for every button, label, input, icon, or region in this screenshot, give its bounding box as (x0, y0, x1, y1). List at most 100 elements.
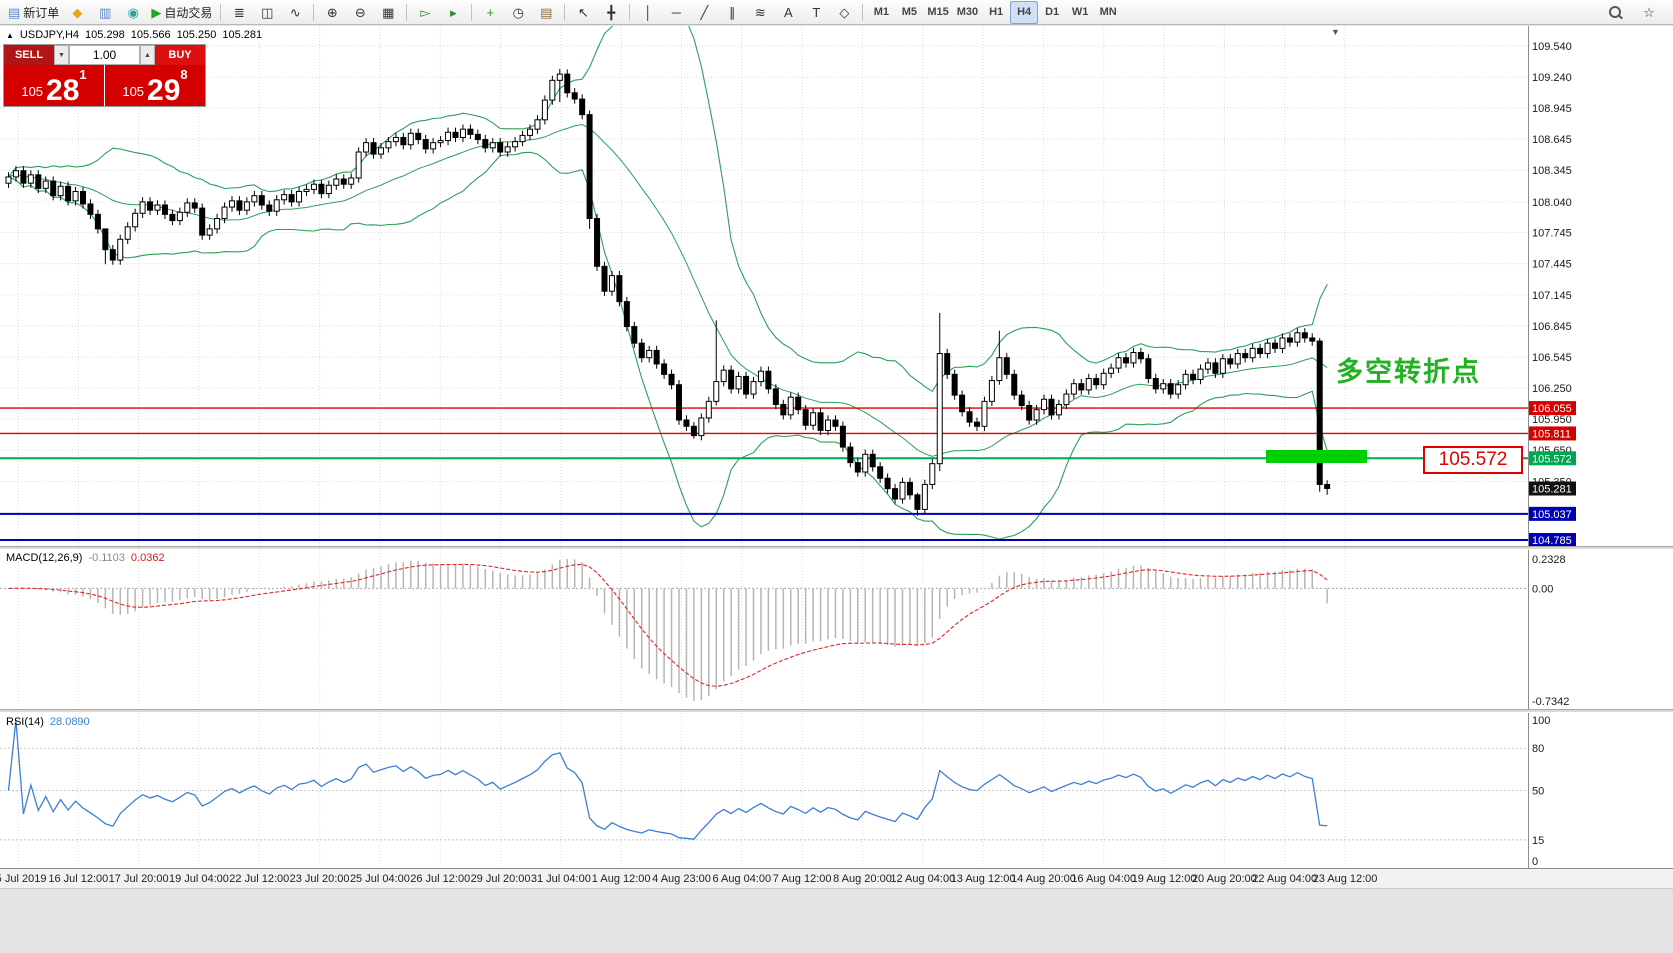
rsi-scale-label: 100 (1532, 715, 1550, 727)
time-label: 31 Jul 04:00 (530, 873, 591, 885)
autotrading-button[interactable]: ▶ 自动交易 (147, 1, 216, 24)
favorites-icon[interactable]: ☆ (1635, 1, 1663, 24)
price-tag-105.811: 105.811 (1529, 426, 1576, 441)
rsi-line (7, 719, 1328, 840)
fibonacci-icon[interactable]: ≋ (746, 1, 774, 24)
price-label: 107.745 (1532, 228, 1572, 240)
volume-dropdown-icon[interactable]: ▼ (54, 45, 69, 65)
time-label: 22 Aug 04:00 (1252, 873, 1318, 885)
time-label: 16 Aug 04:00 (1071, 873, 1137, 885)
shapes-icon[interactable]: ◇ (830, 1, 858, 24)
zoom-in-icon[interactable]: ⊕ (318, 1, 346, 24)
line-chart-icon[interactable]: ∿ (281, 1, 309, 24)
chart-shift-icon-glyph: ▻ (420, 4, 431, 20)
ohlc-open: 105.298 (85, 29, 125, 41)
status-bar (0, 888, 1673, 953)
rsi-scale-label: 50 (1532, 786, 1544, 798)
grid-icon-glyph: ▦ (382, 4, 395, 20)
support-highlight-rect[interactable] (1266, 450, 1367, 463)
timeframe-w1-label: W1 (1071, 6, 1089, 18)
svg-text:105.811: 105.811 (1532, 428, 1571, 440)
text-icon[interactable]: A (774, 1, 802, 24)
ohlc-high: 105.566 (130, 29, 171, 41)
candles (5, 68, 1331, 516)
volume-spinner-icon[interactable]: ▲ (140, 45, 155, 65)
price-label: 108.945 (1532, 103, 1572, 115)
time-label: 19 Jul 04:00 (168, 873, 229, 885)
chart-shift-icon[interactable]: ▻ (411, 1, 439, 24)
rsi-scale-label: 0 (1532, 856, 1538, 868)
bollinger-bands (8, 26, 1328, 540)
trendline-icon[interactable]: ╱ (690, 1, 718, 24)
sell-price-panel[interactable]: 105 28 1 (4, 65, 104, 106)
rsi-value: 28.0890 (49, 716, 90, 728)
horizontal-line-icon[interactable]: ─ (662, 1, 690, 24)
macd-panel-canvas[interactable]: 0.2328 0.00 -0.7342 (0, 550, 1673, 710)
buy-price-panel[interactable]: 105 29 8 (105, 65, 205, 106)
price-label: 106.250 (1532, 383, 1572, 395)
indicators-icon[interactable]: + (476, 1, 504, 24)
community-icon[interactable]: ◉ (119, 1, 147, 24)
toolbar: ▤ 新订单 ◆ ▥ ◉ ▶ 自动交易 ≣ ◫ ∿ ⊕ ⊖ ▦ ▻ ▸ + ◷ ▤ ↖ ╋ │ ─ ╱ ∥ ≋ A T ◇ M1 M5 M15… (0, 0, 1673, 25)
time-label: 13 Aug 12:00 (950, 873, 1016, 885)
timeframe-m5[interactable]: M5 (895, 1, 923, 24)
new-order-button[interactable]: ▤ 新订单 (4, 1, 63, 24)
price-label: 107.445 (1532, 259, 1572, 271)
rsi-indicator-label: RSI(14) 28.0890 (6, 716, 90, 728)
zoom-out-icon-glyph: ⊖ (354, 4, 366, 20)
main-chart-canvas[interactable]: 109.540 109.240 108.945 108.645 108.345 108.0… (0, 26, 1673, 547)
symbol-direction-icon: ▲ (6, 30, 14, 40)
grid-icon[interactable]: ▦ (374, 1, 402, 24)
auto-scroll-icon-glyph: ▸ (450, 4, 457, 20)
timeframe-m15[interactable]: M15 (923, 1, 952, 24)
turning-point-annotation[interactable]: 多空转折点 (1336, 357, 1481, 387)
time-label: 1 Aug 12:00 (591, 873, 651, 885)
buy-button[interactable]: BUY (155, 45, 205, 65)
timeframe-m5-label: M5 (901, 6, 917, 18)
timeframe-w1[interactable]: W1 (1066, 1, 1094, 24)
community-icon-glyph: ◉ (127, 4, 139, 20)
text-label-icon[interactable]: T (802, 1, 830, 24)
chart-ohlc-header: ▲ USDJPY,H4 105.298 105.566 105.250 105.… (6, 29, 262, 41)
vertical-line-icon[interactable]: │ (634, 1, 662, 24)
svg-text:105.037: 105.037 (1532, 509, 1572, 521)
price-tag-105.037: 105.037 (1529, 506, 1576, 521)
sell-button[interactable]: SELL (4, 45, 54, 65)
new-order-button-glyph: ▤ (8, 4, 21, 20)
panel-separator[interactable] (0, 709, 1673, 713)
cursor-icon[interactable]: ↖ (569, 1, 597, 24)
price-label: 108.040 (1532, 197, 1572, 209)
periods-icon[interactable]: ◷ (504, 1, 532, 24)
candlestick-chart-icon[interactable]: ◫ (253, 1, 281, 24)
timeframe-m1[interactable]: M1 (867, 1, 895, 24)
search-icon[interactable] (1601, 1, 1629, 24)
level-price-callout[interactable]: 105.572 (1423, 446, 1523, 474)
price-scale[interactable]: 109.540 109.240 108.945 108.645 108.345 108.0… (1529, 41, 1576, 547)
cursor-icon-glyph: ↖ (577, 4, 589, 20)
macd-value: -0.1103 (88, 552, 125, 564)
timeframe-mn[interactable]: MN (1094, 1, 1122, 24)
rsi-panel-canvas[interactable]: 100 80 50 15 0 (0, 713, 1673, 868)
volume-input[interactable]: 1.00 (69, 45, 140, 65)
zoom-out-icon[interactable]: ⊖ (346, 1, 374, 24)
timeframe-m30[interactable]: M30 (953, 1, 982, 24)
time-label: 4 Aug 23:00 (652, 873, 711, 885)
bollinger-middle-line (8, 123, 1328, 457)
channel-icon[interactable]: ∥ (718, 1, 746, 24)
auto-scroll-icon[interactable]: ▸ (439, 1, 467, 24)
price-tag-106.055: 106.055 (1529, 401, 1576, 416)
timeframe-d1[interactable]: D1 (1038, 1, 1066, 24)
crosshair-icon[interactable]: ╋ (597, 1, 625, 24)
bar-chart-icon[interactable]: ≣ (225, 1, 253, 24)
timeframe-h1[interactable]: H1 (982, 1, 1010, 24)
buy-price-fraction: 8 (180, 67, 188, 82)
market-watch-icon[interactable]: ▥ (91, 1, 119, 24)
panel-separator[interactable] (0, 546, 1673, 550)
periods-icon-glyph: ◷ (512, 4, 524, 20)
timeframe-h4[interactable]: H4 (1010, 0, 1039, 24)
time-label: 8 Aug 20:00 (833, 873, 892, 885)
chart-window-icon[interactable]: ◆ (63, 1, 91, 24)
candlestick-chart-icon-glyph: ◫ (261, 4, 274, 20)
templates-icon[interactable]: ▤ (532, 1, 560, 24)
